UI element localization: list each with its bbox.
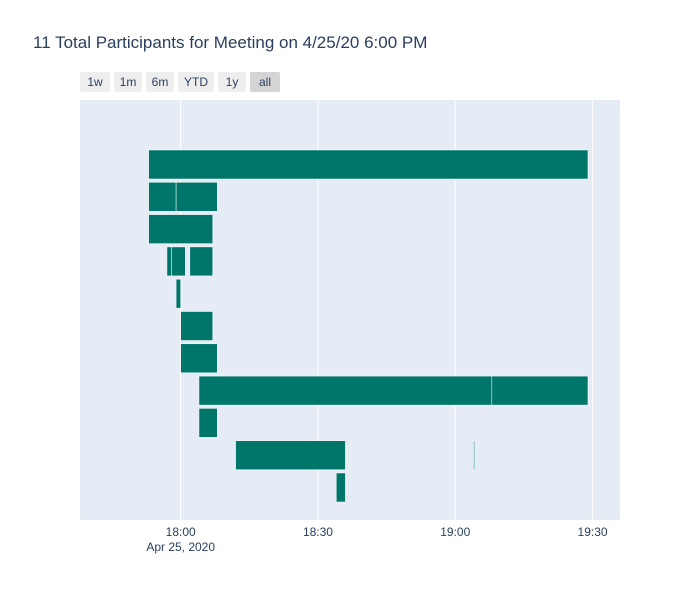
bar-participant-5-segment-1[interactable]	[175, 278, 181, 309]
bar-participant-10-segment-2[interactable]	[473, 440, 475, 470]
chart-title: 11 Total Participants for Meeting on 4/2…	[33, 33, 428, 52]
x-tick-label-3: 19:30	[578, 525, 608, 539]
x-axis-date-label: Apr 25, 2020	[146, 540, 215, 554]
bar-participant-4-segment-1[interactable]	[166, 246, 172, 277]
bar-participant-7-segment-1[interactable]	[180, 343, 218, 374]
range-button-ytd[interactable]: YTD	[178, 72, 214, 92]
bar-participant-4-segment-2[interactable]	[171, 246, 186, 277]
bar-participant-2-segment-2[interactable]	[175, 182, 218, 212]
range-button-6m[interactable]: 6m	[146, 72, 174, 92]
range-selector: 1w 1m 6m YTD 1y all	[80, 72, 280, 92]
bar-participant-10-segment-1[interactable]	[235, 440, 346, 470]
bar-participant-9-segment-1[interactable]	[198, 408, 218, 438]
x-tick-label-2: 19:00	[440, 525, 470, 539]
bar-participant-8-segment-2[interactable]	[491, 375, 589, 406]
x-tick-label-0: 18:00	[166, 525, 196, 539]
bar-participant-3-segment-1[interactable]	[148, 214, 213, 244]
range-button-1w[interactable]: 1w	[80, 72, 110, 92]
bar-participant-11-segment-1[interactable]	[336, 472, 346, 503]
range-button-all[interactable]: all	[250, 72, 280, 92]
bar-participant-4-segment-3[interactable]	[189, 246, 213, 277]
bar-participant-6-segment-1[interactable]	[180, 311, 213, 341]
range-button-1y[interactable]: 1y	[218, 72, 246, 92]
bar-participant-8-segment-1[interactable]	[198, 375, 493, 406]
range-button-1m[interactable]: 1m	[114, 72, 142, 92]
bar-participant-2-segment-1[interactable]	[148, 182, 177, 212]
bar-participant-1-segment-1[interactable]	[148, 149, 589, 180]
x-tick-label-1: 18:30	[303, 525, 333, 539]
